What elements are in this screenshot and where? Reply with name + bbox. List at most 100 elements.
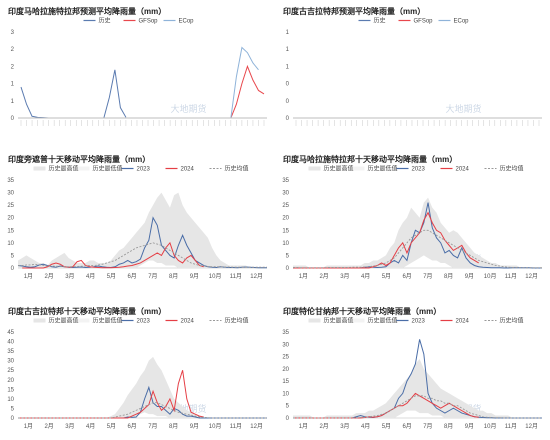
legend-swatch <box>308 166 321 171</box>
chart-svg: 0 0 0 1 1 1 历史 GFSop ECop 大地期货 <box>286 17 542 126</box>
legend-swatch <box>352 318 365 323</box>
history-range-band <box>293 197 542 268</box>
x-tick-label: 2月 <box>319 273 328 280</box>
y-tick-label: 3 <box>11 30 15 36</box>
legend-label: 2023 <box>412 167 426 173</box>
x-tick-label: 5月 <box>107 273 116 280</box>
x-tick-label: 8月 <box>169 273 178 280</box>
legend-label: 历史最低值 <box>368 317 398 325</box>
legend-label: 历史最高值 <box>49 165 79 173</box>
y-tick-label: 15 <box>282 379 289 385</box>
x-tick-label: 4月 <box>361 423 370 430</box>
x-tick-label: 12月 <box>525 273 538 280</box>
series-line-avg <box>18 402 267 419</box>
watermark-text: 大地期货 <box>446 103 482 114</box>
chart-svg: 0 5 10 15 20 25 30 35 40 45 历史最高值 历史最低值 2023 2024 历史均值… <box>7 317 267 430</box>
y-tick-label: 2 <box>11 64 15 70</box>
series-line-y2024 <box>22 241 204 269</box>
y-tick-label: 10 <box>7 241 14 247</box>
chart-title: 印度古吉拉特邦十天移动平均降雨量（mm） <box>8 307 167 316</box>
legend-label: 2024 <box>181 319 195 325</box>
y-tick-label: 35 <box>282 178 289 184</box>
x-tick-label: 9月 <box>190 273 199 280</box>
x-tick-label: 11月 <box>230 423 242 430</box>
legend-label: 历史均值 <box>225 317 249 325</box>
x-tick-label: 1月 <box>24 423 33 430</box>
x-tick-label: 8月 <box>444 423 453 430</box>
x-tick-label: 3月 <box>65 273 74 280</box>
legend-swatch <box>33 318 46 323</box>
legend-label: 历史最低值 <box>93 317 123 325</box>
y-tick-label: 25 <box>282 355 289 361</box>
chart-svg: 05101520253035历史最高值历史最低值20232024历史均值大地期货… <box>282 165 542 280</box>
legend-label: 历史均值 <box>500 165 524 173</box>
chart-svg: 05101520253035历史最高值历史最低值20232024历史均值大地期货… <box>7 165 267 280</box>
x-tick-label: 5月 <box>382 273 391 280</box>
chart-title: 印度马哈拉施特拉邦十天移动平均降雨量（mm） <box>283 155 458 164</box>
y-tick-label: 30 <box>7 359 14 365</box>
y-tick-label: 1 <box>11 82 15 88</box>
x-tick-label: 12月 <box>250 423 263 430</box>
history-range-band <box>18 192 267 268</box>
series-line-avg <box>293 229 542 269</box>
chart-panel-gujarat-forecast: 印度古吉拉特邦预测平均降雨量（mm） 0 0 0 1 1 1 历史 GFSop ECop 大地期货 <box>275 0 550 140</box>
series-line-y2024 <box>293 392 479 419</box>
y-tick-label: 10 <box>282 391 289 397</box>
chart-panel-maharashtra-forecast: 印度马哈拉施特拉邦预测平均降雨量（mm） 0 1 1 2 2 3 历史 GFSop ECop 大地… <box>0 0 275 140</box>
y-tick-label: 25 <box>7 368 14 374</box>
y-tick-label: 0 <box>286 82 290 88</box>
y-tick-label: 0 <box>286 266 290 272</box>
legend-label: 历史 <box>99 17 111 25</box>
series-line-gfs <box>219 64 265 119</box>
legend-label: GFSop <box>139 19 159 25</box>
chart-panel-maharashtra-10day: 印度马哈拉施特拉邦十天移动平均降雨量（mm） 0 5 10 15 20 25 30 35 历史最… <box>275 148 550 290</box>
x-tick-label: 10月 <box>484 423 497 430</box>
y-tick-label: 1 <box>11 99 15 105</box>
x-tick-label: 9月 <box>465 273 474 280</box>
y-tick-label: 5 <box>286 404 290 410</box>
y-tick-label: 20 <box>282 216 289 222</box>
watermark-text: 大地期货 <box>171 103 207 114</box>
x-tick-label: 8月 <box>444 273 453 280</box>
legend-label: 2024 <box>456 319 470 325</box>
series-line-ec <box>219 46 259 119</box>
y-tick-label: 0 <box>286 116 290 122</box>
x-tick-label: 12月 <box>250 273 263 280</box>
legend-label: 历史最高值 <box>49 317 79 325</box>
x-tick-label: 6月 <box>127 423 136 430</box>
y-tick-label: 15 <box>282 228 289 234</box>
x-tick-label: 2月 <box>319 423 328 430</box>
chart-title: 印度旁遮普十天移动平均降雨量（mm） <box>8 155 151 164</box>
y-tick-label: 5 <box>286 253 290 259</box>
x-tick-label: 9月 <box>190 423 199 430</box>
x-tick-label: 3月 <box>340 273 349 280</box>
y-tick-label: 0 <box>11 116 15 122</box>
legend-swatch <box>308 318 321 323</box>
y-tick-label: 0 <box>11 266 15 272</box>
y-tick-label: 35 <box>7 178 14 184</box>
chart-title: 印度古吉拉特邦预测平均降雨量（mm） <box>283 7 426 16</box>
x-tick-label: 9月 <box>465 423 474 430</box>
y-tick-label: 0 <box>11 416 15 422</box>
x-tick-label: 10月 <box>484 273 497 280</box>
legend-label: 历史最高值 <box>324 165 354 173</box>
x-tick-label: 1月 <box>299 273 308 280</box>
y-tick-label: 35 <box>282 330 289 336</box>
legend-label: ECop <box>179 19 195 25</box>
chart-title: 印度特伦甘纳邦十天移动平均降雨量（mm） <box>283 307 442 316</box>
legend-label: 历史最低值 <box>368 165 398 173</box>
watermark-text: 大地期货 <box>171 403 207 414</box>
legend-label: 历史最低值 <box>93 165 123 173</box>
history-range-band <box>293 359 542 418</box>
series-line-avg <box>293 395 542 419</box>
x-tick-label: 11月 <box>230 273 242 280</box>
legend-label: 2024 <box>181 167 195 173</box>
legend-swatch <box>33 166 46 171</box>
x-tick-label: 5月 <box>107 423 116 430</box>
legend-label: GFSop <box>414 19 434 25</box>
x-tick-label: 7月 <box>423 273 432 280</box>
chart-panel-punjab-10day: 印度旁遮普十天移动平均降雨量（mm） 0 5 10 15 20 25 30 35 历史最高值 历史… <box>0 148 275 290</box>
y-tick-label: 5 <box>11 406 15 412</box>
y-tick-label: 5 <box>11 253 15 259</box>
